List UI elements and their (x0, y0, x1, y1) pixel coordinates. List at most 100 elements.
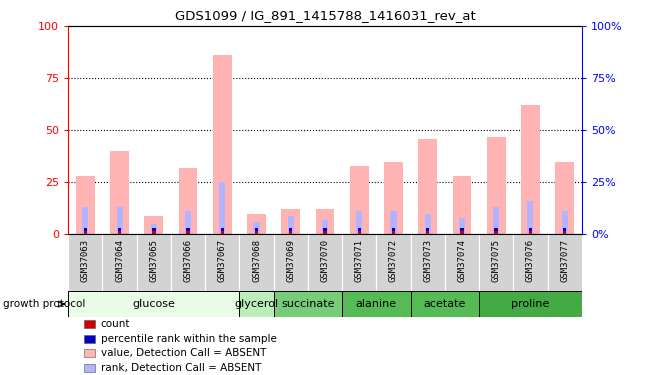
Text: GSM37072: GSM37072 (389, 239, 398, 282)
Text: count: count (101, 319, 130, 329)
Bar (151, 224, 157, 234)
Bar (528, 228, 532, 231)
Title: GDS1099 / IG_891_1415788_1416031_rev_at: GDS1099 / IG_891_1415788_1416031_rev_at (175, 9, 475, 22)
Bar (493, 207, 499, 234)
Text: succinate: succinate (281, 299, 335, 309)
Bar (179, 168, 198, 234)
Bar (424, 214, 431, 234)
Bar (213, 56, 231, 234)
Bar (288, 216, 294, 234)
Text: growth protocol: growth protocol (3, 299, 86, 309)
Text: GSM37073: GSM37073 (423, 239, 432, 282)
Text: glucose: glucose (133, 299, 176, 309)
Bar (528, 231, 532, 234)
Bar (419, 139, 437, 234)
Text: GSM37065: GSM37065 (150, 239, 159, 282)
Bar (255, 231, 258, 234)
Bar (220, 228, 224, 231)
Bar (144, 216, 163, 234)
Bar (84, 364, 95, 372)
Text: acetate: acetate (424, 299, 466, 309)
Bar (281, 209, 300, 234)
Bar (84, 349, 95, 357)
Bar (116, 207, 123, 234)
Bar (487, 136, 506, 234)
Bar (289, 231, 292, 234)
Bar (358, 228, 361, 231)
Bar (342, 291, 411, 317)
Bar (152, 231, 155, 234)
Bar (205, 234, 239, 291)
Bar (392, 231, 395, 234)
Text: proline: proline (511, 299, 550, 309)
Bar (563, 228, 566, 231)
Bar (563, 231, 566, 234)
Bar (555, 162, 574, 234)
Bar (185, 211, 191, 234)
Text: GSM37069: GSM37069 (286, 239, 295, 282)
Bar (83, 207, 88, 234)
Bar (323, 231, 327, 234)
Text: GSM37067: GSM37067 (218, 239, 227, 282)
Text: GSM37066: GSM37066 (183, 239, 192, 282)
Text: rank, Detection Call = ABSENT: rank, Detection Call = ABSENT (101, 363, 261, 373)
Bar (342, 234, 376, 291)
Bar (84, 228, 87, 231)
Bar (308, 234, 342, 291)
Bar (239, 234, 274, 291)
Text: alanine: alanine (356, 299, 397, 309)
Bar (479, 234, 514, 291)
Text: GSM37074: GSM37074 (458, 239, 467, 282)
Bar (460, 231, 463, 234)
Bar (356, 211, 362, 234)
Bar (111, 151, 129, 234)
Bar (411, 291, 479, 317)
Bar (426, 228, 430, 231)
Bar (68, 234, 103, 291)
Bar (239, 291, 274, 317)
Bar (350, 166, 369, 234)
Bar (322, 220, 328, 234)
Bar (255, 228, 258, 231)
Text: GSM37070: GSM37070 (320, 239, 330, 282)
Bar (187, 231, 190, 234)
Text: GSM37075: GSM37075 (491, 239, 500, 282)
Text: GSM37071: GSM37071 (355, 239, 364, 282)
Text: GSM37068: GSM37068 (252, 239, 261, 282)
Bar (562, 211, 567, 234)
Bar (495, 231, 498, 234)
Bar (547, 234, 582, 291)
Bar (495, 228, 498, 231)
Bar (118, 228, 122, 231)
Bar (445, 234, 479, 291)
Bar (247, 214, 266, 234)
Bar (118, 231, 122, 234)
Bar (392, 228, 395, 231)
Bar (514, 234, 547, 291)
Bar (323, 228, 327, 231)
Text: glycerol: glycerol (235, 299, 279, 309)
Text: GSM37063: GSM37063 (81, 239, 90, 282)
Bar (254, 222, 259, 234)
Bar (274, 234, 308, 291)
Bar (459, 218, 465, 234)
Bar (84, 320, 95, 328)
Bar (84, 334, 95, 343)
Text: GSM37077: GSM37077 (560, 239, 569, 282)
Text: GSM37064: GSM37064 (115, 239, 124, 282)
Bar (460, 228, 463, 231)
Bar (358, 231, 361, 234)
Bar (411, 234, 445, 291)
Bar (289, 228, 292, 231)
Bar (316, 209, 334, 234)
Text: percentile rank within the sample: percentile rank within the sample (101, 334, 276, 344)
Bar (426, 231, 430, 234)
Bar (187, 228, 190, 231)
Text: value, Detection Call = ABSENT: value, Detection Call = ABSENT (101, 348, 266, 358)
Bar (68, 291, 239, 317)
Bar (219, 182, 226, 234)
Text: GSM37076: GSM37076 (526, 239, 535, 282)
Bar (376, 234, 411, 291)
Bar (152, 228, 155, 231)
Bar (136, 234, 171, 291)
